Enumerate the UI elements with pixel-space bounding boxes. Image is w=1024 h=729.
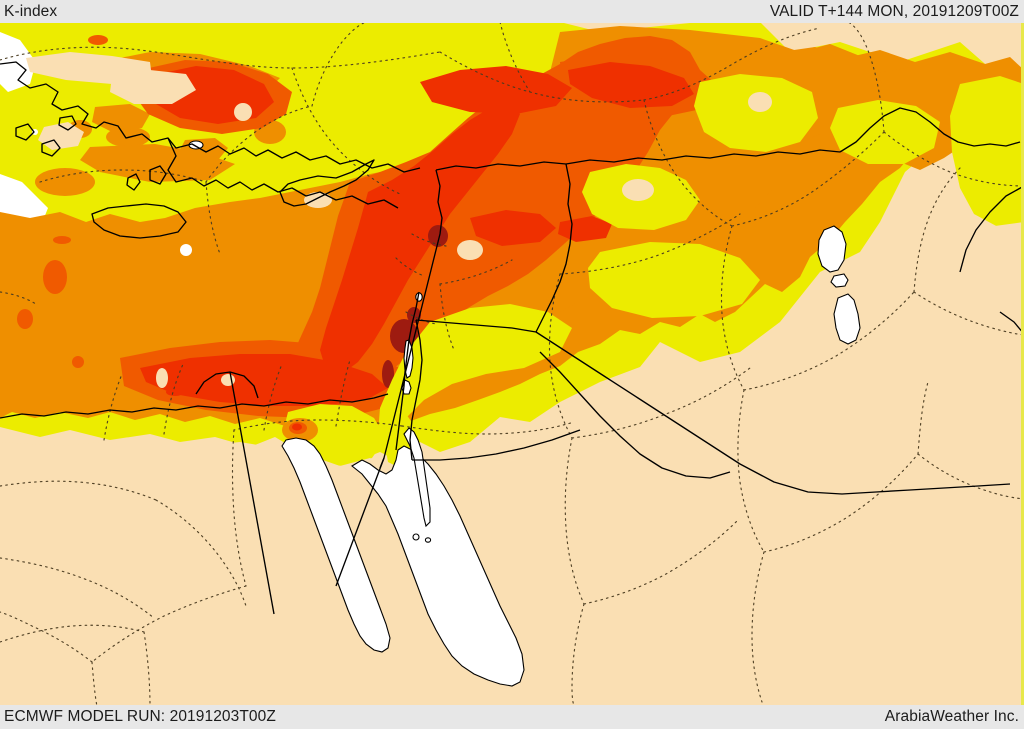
island-aegean-2 — [15, 123, 35, 141]
contour-darkred-peak-3 — [428, 225, 448, 247]
contour-yellow-far-east — [950, 76, 1024, 228]
contour-orange-blob-3 — [92, 104, 150, 132]
border-syria-iraq — [535, 163, 573, 333]
border-saudi-jordan-2 — [412, 429, 581, 461]
internal-borders — [0, 22, 1024, 706]
coast-levant — [379, 169, 443, 469]
contour-pale-turkey-hole — [234, 103, 252, 121]
border-iraq-iran-south — [959, 185, 1024, 273]
contour-darkred-peak-4 — [382, 360, 394, 388]
contour-yellow-jordan — [378, 304, 572, 440]
nile-river — [229, 371, 275, 615]
lake-razzaza — [833, 293, 861, 345]
contour-red-speck-5 — [72, 356, 84, 368]
contour-pale-iraq-hole — [748, 92, 772, 112]
border-jordan-iraq-saudi — [535, 331, 1011, 495]
contour-pale-lebanon — [457, 240, 483, 260]
header-bar: K-index VALID T+144 MON, 20191209T00Z — [0, 0, 1024, 23]
island-crete — [91, 203, 187, 239]
contour-red-northiraq-core — [568, 62, 694, 108]
border-turkey-iran — [839, 107, 1021, 153]
water-bodies — [188, 140, 861, 687]
contour-yellow-ne-wedge — [694, 74, 818, 152]
island-rhodes — [149, 165, 167, 185]
nodata-dot-1 — [180, 244, 192, 256]
island-aegean-3 — [58, 115, 77, 131]
contour-red-speck-1 — [292, 423, 302, 431]
contour-red-speck-7 — [53, 236, 71, 244]
island-karpathos — [126, 173, 141, 191]
border-turkey-syria — [435, 149, 841, 171]
island-sanafir — [424, 537, 432, 543]
map-svg — [0, 22, 1024, 706]
coast-turkey-south — [167, 137, 399, 209]
contour-red-speck-2 — [166, 388, 184, 396]
parameter-title: K-index — [4, 2, 58, 20]
coast-persian-gulf — [999, 311, 1024, 335]
contour-pale-egypt-hole-2 — [156, 368, 168, 388]
border-syria-jordan — [415, 319, 537, 333]
valid-time-label: VALID T+144 MON, 20191209T00Z — [769, 2, 1019, 20]
jordan-river — [395, 291, 420, 451]
contour-red-levant-core — [320, 100, 520, 374]
nodata-aegean-1 — [0, 32, 36, 92]
gulf-of-suez — [281, 437, 391, 653]
contour-yellow-east-wedge — [830, 100, 940, 164]
provider-label: ArabiaWeather Inc. — [884, 708, 1019, 725]
lake-tharthar — [817, 225, 847, 273]
contour-yellow-south-iraq — [588, 242, 760, 318]
contour-pale-anatolia-2 — [110, 70, 196, 104]
contour-pale-cyprus — [304, 192, 332, 208]
border-saudi-north — [539, 351, 731, 479]
forecast-map[interactable] — [0, 22, 1024, 706]
border-egypt-israel — [335, 457, 385, 587]
lake-tuz — [188, 140, 204, 150]
border-jordan-saudi — [409, 319, 423, 461]
k-index-contour-fills — [0, 22, 1024, 706]
contour-pale-anatolia-3 — [38, 122, 84, 150]
footer-bar: ECMWF MODEL RUN: 20191203T00Z ArabiaWeat… — [0, 705, 1024, 729]
contour-background-desert — [0, 222, 1024, 706]
lake-habbaniyah — [830, 273, 849, 288]
country-borders — [0, 61, 1024, 615]
contour-red-syriacoast — [420, 66, 572, 114]
gulf-of-aqaba — [403, 427, 431, 528]
contour-red-speck-6 — [88, 35, 108, 45]
contour-orange-blob-7 — [35, 168, 95, 196]
coast-egypt-north — [0, 393, 389, 419]
contour-orange-blob-6 — [80, 144, 235, 182]
island-aegean-1 — [41, 139, 61, 157]
contour-red-speck-3 — [43, 260, 67, 294]
island-cyprus — [279, 159, 375, 207]
island-tiran — [412, 533, 420, 541]
contour-pale-syria-hole — [622, 179, 654, 201]
contour-red-patch-a — [470, 210, 556, 246]
contour-red-speck-4 — [17, 309, 33, 329]
model-run-label: ECMWF MODEL RUN: 20191203T00Z — [4, 708, 276, 725]
red-sea — [351, 445, 525, 687]
contour-red-egypt-core — [140, 354, 388, 406]
